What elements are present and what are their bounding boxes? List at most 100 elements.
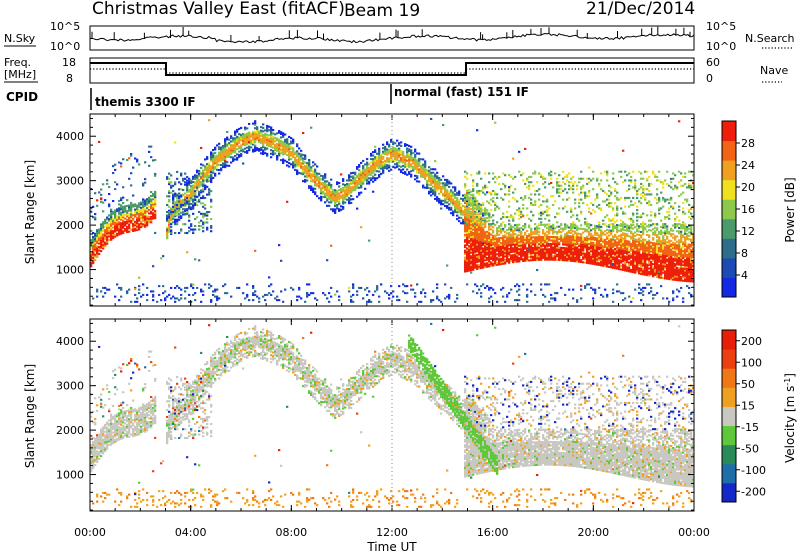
power-cell (254, 130, 257, 133)
power-cell (218, 297, 221, 300)
power-cell (252, 136, 255, 139)
power-cell (218, 151, 221, 154)
power-cell (236, 141, 239, 144)
power-cell (564, 252, 567, 255)
power-cell (508, 239, 511, 242)
power-cell (366, 165, 369, 168)
power-cell (514, 255, 517, 258)
power-cell (544, 246, 547, 249)
power-cell (236, 156, 239, 159)
power-cell (490, 286, 493, 289)
power-cell (556, 236, 559, 239)
power-cell (166, 233, 169, 236)
power-cell (142, 204, 145, 207)
power-cell (90, 240, 93, 243)
power-cell (518, 230, 521, 233)
power-cell (380, 164, 383, 167)
power-cell (190, 179, 193, 182)
power-cell (398, 149, 401, 152)
power-cell (206, 156, 209, 159)
power-cell (562, 181, 565, 184)
power-cell (550, 229, 553, 232)
power-cell (558, 250, 561, 253)
power-cell (188, 180, 191, 183)
power-cell (528, 234, 531, 237)
power-cell (236, 128, 239, 131)
power-cell (356, 167, 359, 170)
power-cell (390, 151, 393, 154)
power-cell (348, 186, 351, 189)
power-cell (572, 242, 575, 245)
power-cell (554, 299, 557, 302)
power-cell (502, 243, 505, 246)
power-cell (516, 283, 519, 286)
power-cell (202, 174, 205, 177)
power-cell (94, 250, 97, 253)
power-cell (288, 153, 291, 156)
power-cell (516, 200, 519, 203)
power-cell (114, 230, 117, 233)
power-cell (352, 182, 355, 185)
power-cell (96, 199, 99, 202)
power-cell (516, 241, 519, 244)
power-cell (314, 179, 317, 182)
power-cell (364, 172, 367, 175)
power-cell (208, 174, 211, 177)
power-cell (590, 229, 593, 232)
power-cell (100, 200, 103, 203)
power-cell (562, 241, 565, 244)
power-cell (614, 181, 617, 184)
power-cell (478, 206, 481, 209)
power-cell (528, 186, 531, 189)
power-cell (174, 215, 177, 218)
power-cell (610, 231, 613, 234)
power-cell (448, 180, 451, 183)
power-cell (228, 152, 231, 155)
power-cell (534, 252, 537, 255)
power-cell (130, 214, 133, 217)
power-cell (506, 228, 509, 231)
power-cell (494, 264, 497, 267)
power-cell (210, 225, 213, 228)
power-cell (502, 295, 505, 298)
power-cell (500, 250, 503, 253)
power-cell (296, 171, 299, 174)
power-cell (220, 160, 223, 163)
power-cell (544, 255, 547, 258)
power-cell (242, 138, 245, 141)
power-cell (452, 201, 455, 204)
power-cell (256, 136, 259, 139)
power-cell (244, 151, 247, 154)
power-cell (316, 174, 319, 177)
power-cell (472, 249, 475, 252)
power-cell (184, 198, 187, 201)
power-cell (472, 263, 475, 266)
power-cell (128, 221, 131, 224)
power-cell (334, 203, 337, 206)
power-cell (606, 258, 609, 261)
power-cell (466, 203, 469, 206)
power-cell (518, 214, 521, 217)
power-cell (126, 290, 129, 293)
power-cell (436, 187, 439, 190)
power-cell (172, 205, 175, 208)
power-cell (336, 190, 339, 193)
power-cell (210, 190, 213, 193)
power-cell (140, 295, 143, 298)
power-cell (142, 293, 145, 296)
power-cell (394, 157, 397, 160)
power-cell (452, 210, 455, 213)
power-cell (146, 203, 149, 206)
power-cell (170, 217, 173, 220)
power-cell (242, 134, 245, 137)
power-cell (466, 226, 469, 229)
power-cell (578, 252, 581, 255)
power-cell (504, 262, 507, 265)
power-cell (558, 241, 561, 244)
power-cell (580, 177, 583, 180)
power-cell (286, 145, 289, 148)
power-cell (470, 234, 473, 237)
power-cell (534, 255, 537, 258)
power-cell (582, 177, 585, 180)
power-cell (210, 165, 213, 168)
